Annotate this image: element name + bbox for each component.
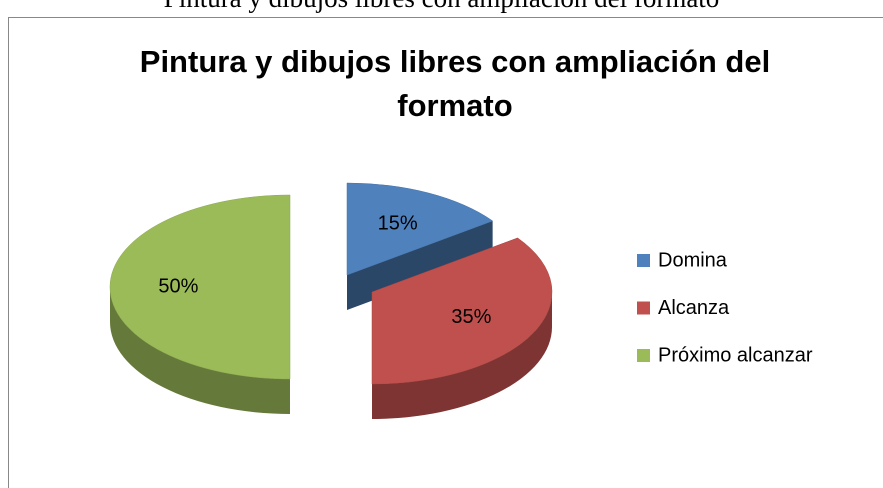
- chart-frame: [8, 17, 883, 488]
- legend-label: Alcanza: [658, 297, 730, 319]
- legend-label: Próximo alcanzar: [658, 344, 813, 366]
- chart: 15% 35% 50% Domina Alcanza Próximo alcanzar: [109, 182, 813, 419]
- caption: Pintura y dibujos libres con ampliación …: [0, 0, 883, 14]
- data-label: 50%: [158, 275, 198, 297]
- legend-label: Domina: [658, 249, 728, 271]
- legend-swatch: [637, 254, 650, 267]
- data-label: 35%: [451, 306, 491, 328]
- chart-title: Pintura y dibujos libres con ampliación …: [139, 44, 771, 123]
- slice: [371, 237, 553, 385]
- legend-swatch: [637, 349, 650, 362]
- slice: [109, 194, 291, 380]
- slice-side: [372, 292, 552, 419]
- slice-side: [110, 287, 290, 414]
- legend-swatch: [637, 301, 650, 315]
- data-label: 15%: [378, 212, 418, 234]
- slice: [346, 182, 494, 276]
